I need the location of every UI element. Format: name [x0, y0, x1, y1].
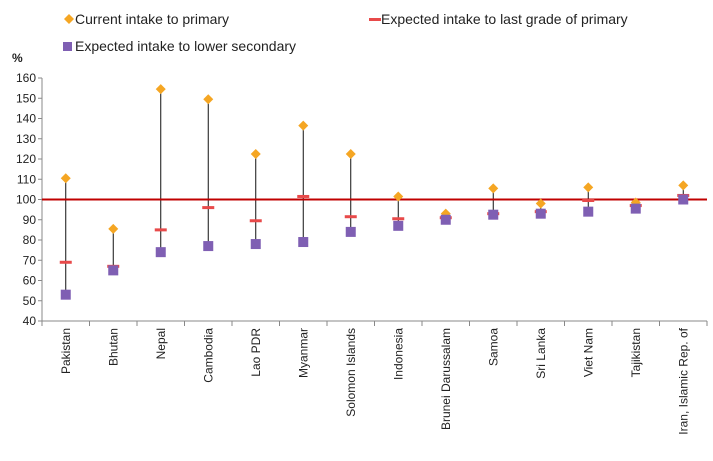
expected-last-grade-point — [202, 206, 215, 210]
expected-last-grade-point — [59, 260, 72, 264]
y-tick-label: 50 — [23, 294, 37, 308]
x-category-label: Samoa — [486, 328, 500, 366]
x-category-label: Bhutan — [106, 328, 120, 366]
x-category-label: Lao PDR — [249, 328, 263, 377]
expected-lower-secondary-point — [155, 247, 166, 258]
expected-last-grade-point — [154, 228, 167, 232]
y-axis-unit: % — [12, 51, 23, 65]
current-intake-point — [678, 180, 689, 191]
y-tick-label: 100 — [16, 193, 36, 207]
x-category-label: Tajikistan — [629, 328, 643, 377]
legend-diamond-icon — [64, 14, 74, 24]
expected-lower-secondary-point — [393, 220, 404, 231]
x-axis: Pakistan Bhutan Nepal Cambodia Lao PDR Myanma… — [41, 320, 708, 435]
x-category-label: Indonesia — [391, 328, 405, 380]
legend-label-expected-last-grade: Expected intake to last grade of primary — [381, 11, 628, 27]
current-intake-point — [345, 148, 356, 159]
expected-lower-secondary-point — [488, 209, 499, 220]
x-category-label: Brunei Darussalam — [439, 328, 453, 430]
expected-lower-secondary-point — [440, 214, 451, 225]
current-intake-point — [60, 173, 71, 184]
expected-lower-secondary-point — [630, 203, 641, 214]
x-category-label: Solomon Islands — [344, 328, 358, 417]
expected-last-grade-point — [582, 199, 595, 203]
current-intake-point — [393, 191, 404, 202]
y-tick-label: 110 — [17, 172, 36, 186]
x-category-label: Cambodia — [201, 328, 215, 383]
expected-lower-secondary-point — [250, 239, 261, 250]
current-intake-point — [488, 183, 499, 194]
x-category-label: Sri Lanka — [534, 328, 548, 379]
expected-last-grade-point — [297, 194, 310, 198]
y-tick-label: 70 — [23, 253, 37, 267]
expected-last-grade-point — [392, 217, 405, 221]
expected-lower-secondary-point — [345, 226, 356, 237]
y-tick-label: 160 — [16, 71, 36, 85]
expected-lower-secondary-point — [108, 265, 119, 276]
y-tick-label: 80 — [23, 233, 37, 247]
y-tick-label: 120 — [16, 152, 36, 166]
legend-label-expected-lower-secondary: Expected intake to lower secondary — [75, 38, 296, 54]
y-tick-label: 60 — [23, 274, 37, 288]
current-intake-point — [108, 223, 119, 234]
range-connectors — [65, 89, 684, 295]
y-tick-label: 140 — [16, 112, 36, 126]
y-tick-label: 90 — [23, 213, 37, 227]
expected-lower-secondary-point — [203, 241, 214, 252]
current-intake-point — [298, 120, 309, 131]
current-intake-point — [203, 94, 214, 105]
y-tick-label: 40 — [23, 314, 37, 328]
x-category-label: Myanmar — [296, 328, 310, 378]
current-intake-point — [583, 182, 594, 193]
y-tick-label: 150 — [16, 91, 36, 105]
x-category-label: Pakistan — [59, 328, 73, 374]
y-axis: 40 50 60 70 80 90 100 110 120 130 140 150 160 — [16, 71, 43, 328]
current-intake-point — [155, 84, 166, 95]
expected-lower-secondary-point — [678, 194, 689, 205]
legend-dash-icon — [369, 18, 381, 21]
expected-lower-secondary-point — [60, 289, 71, 300]
x-category-label: Iran, Islamic Rep. of — [676, 327, 690, 434]
x-category-label: Viet Nam — [581, 328, 595, 377]
legend: Current intake to primary Expected intak… — [63, 11, 628, 54]
expected-lower-secondary-point — [298, 237, 309, 248]
y-tick-label: 130 — [16, 132, 36, 146]
expected-last-grade-point — [344, 215, 357, 219]
legend-label-current-intake: Current intake to primary — [75, 11, 229, 27]
data-marks — [59, 84, 690, 300]
current-intake-point — [535, 198, 546, 209]
expected-lower-secondary-point — [535, 208, 546, 219]
expected-last-grade-point — [249, 219, 262, 223]
x-category-label: Nepal — [154, 328, 168, 359]
legend-square-icon — [63, 42, 72, 51]
expected-lower-secondary-point — [583, 206, 594, 217]
current-intake-point — [250, 148, 261, 159]
